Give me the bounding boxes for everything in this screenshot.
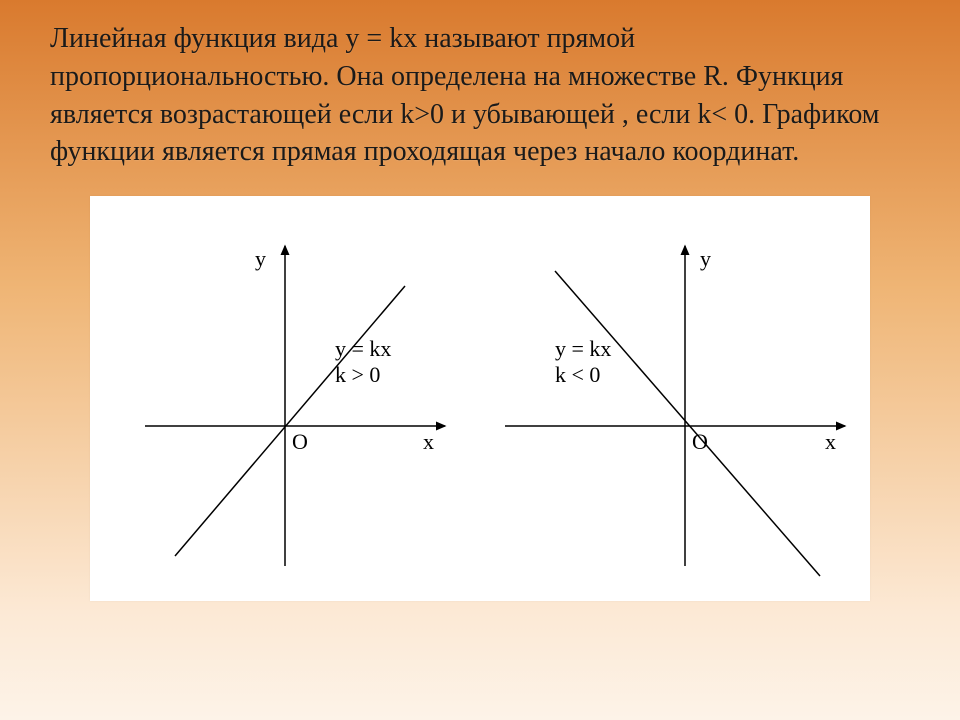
equation-label-left: y = kx k > 0: [335, 336, 391, 388]
equation-text-right: y = kx: [555, 336, 611, 362]
condition-text-right: k < 0: [555, 362, 611, 388]
x-axis-label-left: x: [423, 429, 434, 455]
x-axis-label-right: x: [825, 429, 836, 455]
chart-panel: y x O y = kx k > 0 y x O y = kx k < 0: [90, 196, 870, 601]
graph-positive-k: y x O y = kx k > 0: [125, 226, 465, 596]
y-axis-label-left: y: [255, 246, 266, 272]
origin-label-left: O: [292, 429, 308, 455]
origin-label-right: O: [692, 429, 708, 455]
equation-label-right: y = kx k < 0: [555, 336, 611, 388]
paragraph-text: Линейная функция вида y = kx называют пр…: [0, 0, 960, 171]
y-axis-label-right: y: [700, 246, 711, 272]
equation-text-left: y = kx: [335, 336, 391, 362]
graph-positive-svg: [125, 226, 465, 596]
graph-negative-svg: [485, 226, 855, 596]
condition-text-left: k > 0: [335, 362, 391, 388]
graph-negative-k: y x O y = kx k < 0: [485, 226, 855, 596]
